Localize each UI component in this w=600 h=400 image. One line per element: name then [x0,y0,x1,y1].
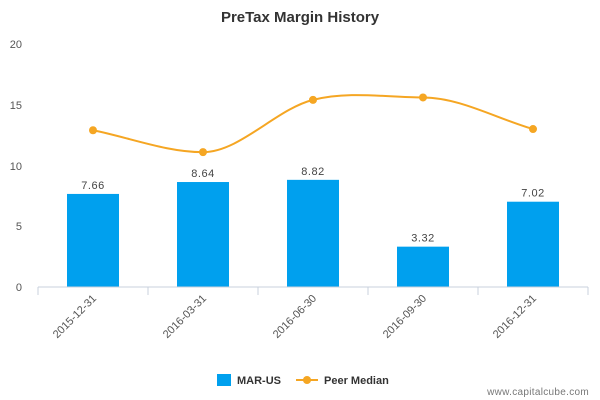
bar-data-label: 7.66 [81,180,104,192]
chart-title: PreTax Margin History [221,9,380,26]
legend: MAR-US Peer Median [217,374,389,387]
bar [397,246,449,287]
y-tick-label: 15 [10,100,22,112]
x-tick-label: 2016-12-31 [491,293,539,341]
line-series [89,93,537,157]
bar-data-label: 3.32 [411,233,434,245]
credit-text: www.capitalcube.com [486,387,589,398]
bar [67,193,119,287]
legend-label-mar-us: MAR-US [237,375,281,387]
peer-median-point [419,93,427,102]
y-tick-label: 5 [16,221,22,233]
peer-median-point [89,126,97,135]
bar-data-label: 7.02 [521,188,544,200]
legend-swatch-mar-us [217,374,231,386]
bar-data-label: 8.82 [301,166,324,178]
bar [177,182,229,287]
peer-median-point [199,148,207,157]
peer-median-point [529,125,537,134]
y-axis: 0 5 10 15 20 [10,39,22,294]
y-tick-label: 20 [10,39,22,51]
x-tick-label: 2016-09-30 [381,293,429,341]
x-axis: 2015-12-31 2016-03-31 2016-06-30 2016-09-30… [37,287,589,341]
bar [507,201,559,287]
x-tick-label: 2016-06-30 [271,293,319,341]
y-tick-label: 0 [16,282,22,294]
y-tick-label: 10 [10,161,22,173]
legend-label-peer-median: Peer Median [324,375,389,387]
peer-median-point [309,95,317,104]
x-tick-label: 2016-03-31 [161,293,209,341]
legend-marker-peer-median [303,376,311,384]
bar [287,179,339,287]
bar-series: 7.66 8.64 8.82 3.32 7.02 [67,166,559,287]
bar-data-label: 8.64 [191,168,214,180]
x-tick-label: 2015-12-31 [51,293,99,341]
